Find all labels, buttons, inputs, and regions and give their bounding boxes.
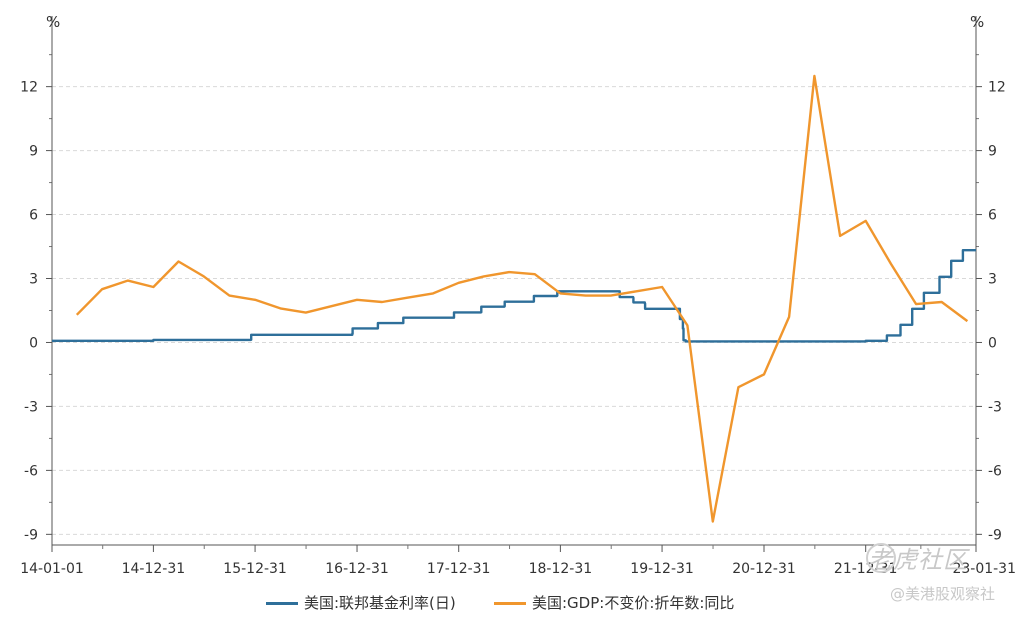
y-tick-label-left: -3	[24, 399, 38, 415]
watermark-line2: @美港股观察社	[890, 585, 996, 603]
x-tick-label: 18-12-31	[529, 561, 593, 577]
x-tick-label: 14-12-31	[122, 561, 186, 577]
y-tick-label-left: 3	[29, 272, 38, 288]
y-tick-label-left: -9	[24, 527, 38, 543]
y-tick-label-right: -6	[988, 463, 1002, 479]
series-line-fed-funds-rate	[52, 249, 976, 343]
y-tick-label-left: 0	[29, 335, 38, 351]
y-tick-label-left: 12	[20, 80, 38, 96]
x-tick-label: 14-01-01	[20, 561, 84, 577]
legend: 美国:联邦基金利率(日) 美国:GDP:不变价:折年数:同比	[0, 592, 1031, 616]
right-axis-unit: %	[970, 13, 984, 31]
legend-label-fed-funds-rate: 美国:联邦基金利率(日)	[304, 594, 456, 612]
y-tick-label-right: 9	[988, 144, 997, 160]
watermark-line1: 老虎社区	[868, 546, 968, 574]
axes	[46, 16, 982, 552]
legend-item-fed-funds-rate[interactable]: 美国:联邦基金利率(日)	[266, 592, 456, 613]
legend-swatch-fed-funds-rate	[266, 602, 298, 605]
x-tick-label: 20-12-31	[732, 561, 796, 577]
y-tick-label-left: -6	[24, 463, 38, 479]
x-tick-label: 17-12-31	[427, 561, 491, 577]
y-tick-label-right: -3	[988, 399, 1002, 415]
y-tick-label-right: 3	[988, 272, 997, 288]
y-tick-label-left: 9	[29, 144, 38, 160]
legend-label-gdp-yoy: 美国:GDP:不变价:折年数:同比	[532, 594, 735, 612]
y-tick-label-right: 12	[988, 80, 1006, 96]
y-tick-label-right: 0	[988, 335, 997, 351]
series-lines	[52, 74, 976, 523]
y-tick-label-right: 6	[988, 208, 997, 224]
y-tick-labels: 12 12 9 9 6 6 3 3 0 0 -3 -3 -6 -6 -9 -9	[20, 80, 1006, 544]
legend-item-gdp-yoy[interactable]: 美国:GDP:不变价:折年数:同比	[494, 592, 734, 613]
y-tick-label-right: -9	[988, 527, 1002, 543]
x-tick-label: 15-12-31	[223, 561, 287, 577]
series-line-gdp-yoy	[75, 74, 969, 523]
watermark-logo-icon	[866, 543, 896, 573]
x-tick-label: 19-12-31	[630, 561, 694, 577]
x-tick-labels: 14-01-01 14-12-31 15-12-31 16-12-31 17-12-31…	[20, 561, 1016, 577]
x-tick-label: 16-12-31	[325, 561, 389, 577]
x-tick-label: 23-01-31	[952, 561, 1016, 577]
line-chart: 12 12 9 9 6 6 3 3 0 0 -3 -3 -6 -6 -9 -9 14-01-01 14-12-3…	[20, 13, 1016, 577]
legend-swatch-gdp-yoy	[494, 602, 526, 605]
gridlines	[52, 86, 976, 535]
left-axis-unit: %	[46, 13, 60, 31]
y-tick-label-left: 6	[29, 208, 38, 224]
